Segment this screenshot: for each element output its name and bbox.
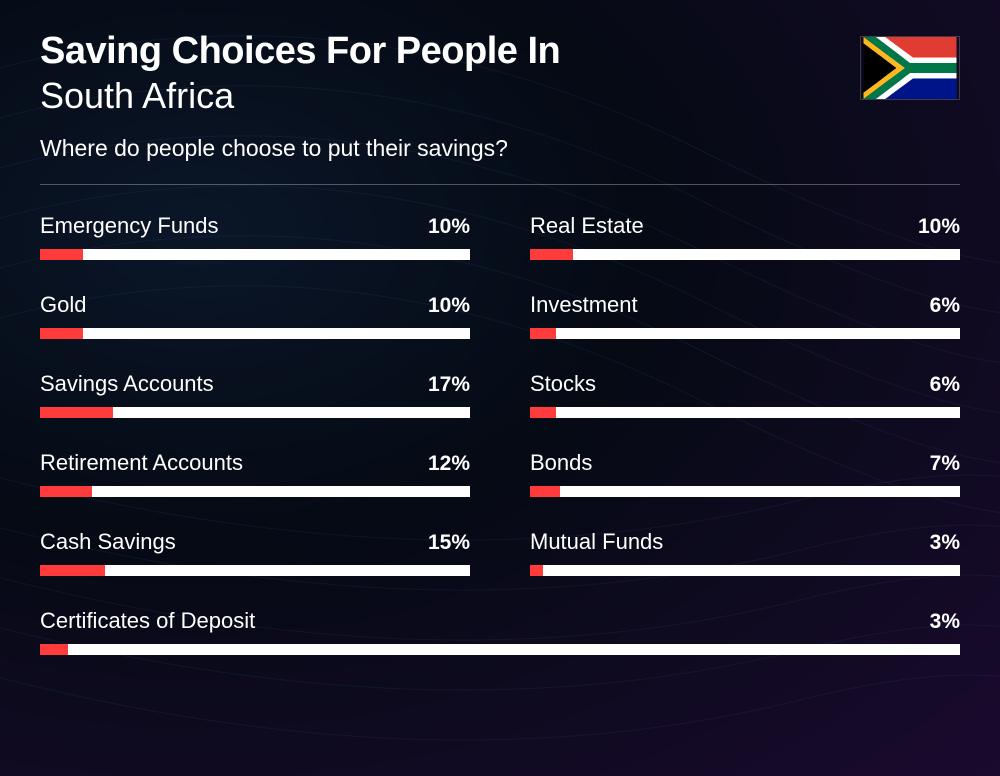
bar-fill — [40, 565, 105, 576]
bar-fill — [40, 407, 113, 418]
chart-item: Real Estate 10% — [530, 213, 960, 260]
chart-item-label: Stocks — [530, 371, 596, 397]
chart-item: Cash Savings 15% — [40, 529, 470, 576]
header: Saving Choices For People In South Afric… — [40, 30, 960, 162]
chart-item: Mutual Funds 3% — [530, 529, 960, 576]
bar-fill — [40, 328, 83, 339]
chart-item: Gold 10% — [40, 292, 470, 339]
title-main: Saving Choices For People In — [40, 30, 860, 73]
chart-item: Retirement Accounts 12% — [40, 450, 470, 497]
chart-item-label: Certificates of Deposit — [40, 608, 255, 634]
chart-item-value: 10% — [428, 215, 470, 239]
chart-item: Savings Accounts 17% — [40, 371, 470, 418]
content-container: Saving Choices For People In South Afric… — [0, 0, 1000, 685]
chart-grid: Emergency Funds 10% Real Estate 10% Gold 10% I… — [40, 213, 960, 655]
bar-track — [530, 486, 960, 497]
chart-item-label: Emergency Funds — [40, 213, 219, 239]
bar-fill — [530, 565, 543, 576]
chart-item-header: Savings Accounts 17% — [40, 371, 470, 397]
bar-fill — [530, 407, 556, 418]
bar-track — [530, 328, 960, 339]
bar-track — [40, 407, 470, 418]
chart-item-value: 10% — [918, 215, 960, 239]
chart-item-label: Savings Accounts — [40, 371, 214, 397]
bar-track — [530, 249, 960, 260]
chart-item-value: 7% — [930, 452, 960, 476]
chart-item-label: Cash Savings — [40, 529, 176, 555]
chart-item: Emergency Funds 10% — [40, 213, 470, 260]
bar-fill — [530, 328, 556, 339]
chart-item-value: 10% — [428, 294, 470, 318]
chart-item: Bonds 7% — [530, 450, 960, 497]
title-sub: South Africa — [40, 75, 860, 117]
chart-item-value: 6% — [930, 294, 960, 318]
bar-fill — [530, 486, 560, 497]
divider — [40, 184, 960, 185]
chart-item-label: Investment — [530, 292, 638, 318]
chart-item-label: Bonds — [530, 450, 592, 476]
bar-track — [40, 249, 470, 260]
chart-item-value: 3% — [930, 610, 960, 634]
subtitle: Where do people choose to put their savi… — [40, 135, 860, 162]
bar-track — [530, 565, 960, 576]
chart-item-label: Gold — [40, 292, 86, 318]
chart-item-value: 3% — [930, 531, 960, 555]
chart-item-header: Cash Savings 15% — [40, 529, 470, 555]
chart-item: Stocks 6% — [530, 371, 960, 418]
bar-fill — [40, 249, 83, 260]
chart-item-header: Retirement Accounts 12% — [40, 450, 470, 476]
bar-fill — [530, 249, 573, 260]
chart-item-value: 17% — [428, 373, 470, 397]
chart-item-value: 15% — [428, 531, 470, 555]
chart-item-label: Mutual Funds — [530, 529, 663, 555]
bar-fill — [40, 486, 92, 497]
chart-item-header: Real Estate 10% — [530, 213, 960, 239]
chart-item-header: Investment 6% — [530, 292, 960, 318]
chart-item-label: Real Estate — [530, 213, 644, 239]
bar-track — [40, 644, 960, 655]
chart-item-header: Mutual Funds 3% — [530, 529, 960, 555]
chart-item-header: Stocks 6% — [530, 371, 960, 397]
chart-item-value: 12% — [428, 452, 470, 476]
bar-track — [40, 486, 470, 497]
chart-item: Certificates of Deposit 3% — [40, 608, 960, 655]
title-block: Saving Choices For People In South Afric… — [40, 30, 860, 162]
south-africa-flag-icon — [860, 36, 960, 100]
chart-item-header: Bonds 7% — [530, 450, 960, 476]
chart-item-value: 6% — [930, 373, 960, 397]
chart-item-header: Certificates of Deposit 3% — [40, 608, 960, 634]
bar-track — [40, 565, 470, 576]
bar-track — [530, 407, 960, 418]
chart-item-header: Gold 10% — [40, 292, 470, 318]
bar-fill — [40, 644, 68, 655]
chart-item-label: Retirement Accounts — [40, 450, 243, 476]
chart-item: Investment 6% — [530, 292, 960, 339]
bar-track — [40, 328, 470, 339]
chart-item-header: Emergency Funds 10% — [40, 213, 470, 239]
